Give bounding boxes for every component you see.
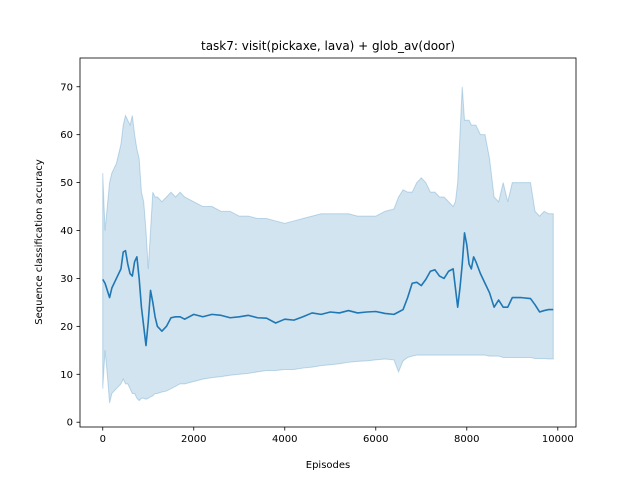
mean-line bbox=[102, 232, 554, 347]
y-tick-label: 50 bbox=[60, 178, 73, 189]
confidence-band bbox=[102, 86, 554, 404]
x-tick-label: 2000 bbox=[181, 434, 206, 445]
y-tick-label: 10 bbox=[60, 370, 73, 381]
x-axis-label: Episodes bbox=[306, 460, 350, 471]
y-tick-label: 30 bbox=[60, 274, 73, 285]
x-tick-label: 8000 bbox=[454, 434, 479, 445]
x-tick-label: 10000 bbox=[542, 434, 574, 445]
x-tick-label: 4000 bbox=[272, 434, 297, 445]
chart-title: task7: visit(pickaxe, lava) + glob_av(do… bbox=[201, 39, 455, 53]
plot-area: 0 2000 4000 6000 8000 10000 0 10 20 30 40 50 60 70 bbox=[60, 57, 577, 445]
y-tick-label: 60 bbox=[60, 130, 73, 141]
x-tick-label: 6000 bbox=[363, 434, 388, 445]
y-axis-label: Sequence classification accuracy bbox=[34, 159, 45, 325]
y-tick-label: 40 bbox=[60, 226, 73, 237]
y-tick-label: 70 bbox=[60, 82, 73, 93]
plot-frame bbox=[79, 57, 577, 428]
y-tick-label: 20 bbox=[60, 322, 73, 333]
x-tick-label: 0 bbox=[100, 434, 106, 445]
y-tick-label: 0 bbox=[67, 418, 73, 429]
